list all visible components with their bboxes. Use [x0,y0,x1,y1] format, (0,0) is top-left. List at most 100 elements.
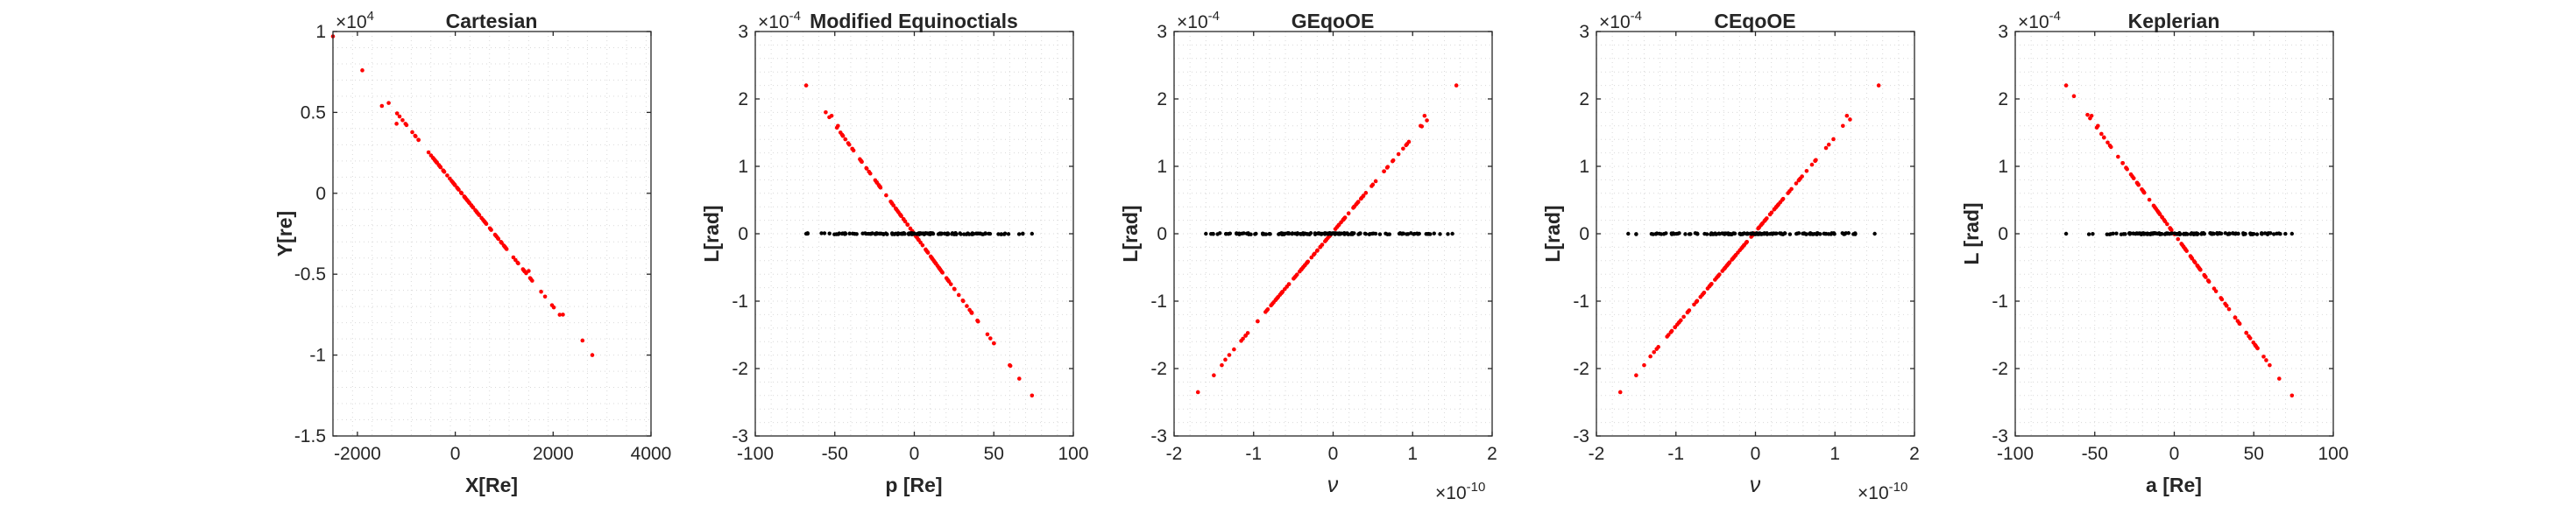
data-point [2203,274,2208,279]
plot-area: -100 -50 0 50 100 3 2 1 0 -1 -2 -3 [732,22,1088,464]
data-point [1416,232,1420,236]
data-point [1688,232,1693,236]
data-point [580,338,585,343]
y-tick-label: -2 [1573,359,1589,379]
y-tick-label: 2 [1579,89,1589,109]
data-point [2099,131,2104,137]
data-point [2224,303,2229,308]
data-point [542,294,548,299]
data-point [1234,231,1239,235]
data-point [822,231,827,235]
data-point [918,231,923,235]
axes-frame [332,31,652,437]
y-axis-label: L[rad] [700,205,723,262]
data-point [1409,231,1413,235]
data-point [1242,231,1246,235]
data-point [2182,244,2186,249]
data-point [1722,267,1726,271]
data-point [426,150,431,155]
data-point [2265,231,2269,235]
y-tick-label: -1 [732,292,748,312]
data-series [803,83,1035,398]
data-point [496,236,501,242]
data-point [1730,257,1734,262]
x-tick-label: -50 [2082,444,2108,464]
data-point [2276,376,2282,381]
y-tick-label: 3 [1579,22,1589,42]
data-point [1016,376,1022,381]
data-point [945,232,949,236]
data-point [1290,231,1294,236]
data-point [2233,231,2238,236]
data-point [441,168,446,173]
data-point [897,212,902,217]
data-point [1333,231,1338,235]
data-point [1733,253,1737,258]
x-axis-label: X[Re] [465,474,518,496]
x-axis-label: p [Re] [885,474,942,496]
data-point [912,231,916,235]
y-tick-label: -1 [1992,292,2008,312]
x-axis-label: a [Re] [2146,474,2202,496]
data-point [2071,94,2077,99]
data-point [803,231,809,236]
y-tick-label: -2 [732,359,748,379]
data-point [2121,232,2126,236]
data-point [527,276,533,280]
data-point [445,173,449,178]
data-series [1617,83,1881,395]
y-tick-label: 2 [738,89,748,109]
y-tick-label: 1 [315,22,326,42]
data-point [863,231,867,235]
data-point [2244,331,2249,335]
data-point [874,180,880,185]
x-tick-label: -100 [1997,444,2034,464]
data-point [1286,282,1292,287]
data-point [2169,231,2174,235]
data-point [1653,231,1659,236]
data-point [477,212,481,217]
data-point [459,191,464,196]
y-exponent-power: -4 [2049,9,2061,24]
data-point [1656,345,1660,349]
data-point [1212,373,1216,378]
data-point [1765,216,1769,221]
data-point [394,122,399,126]
data-point [1756,226,1760,231]
data-point [1006,232,1011,236]
data-point [1454,83,1459,88]
data-point [2105,140,2110,145]
data-point [1677,231,1681,235]
data-point [2254,344,2259,348]
y-tick-label: 0 [1579,224,1589,244]
x-tick-label: -1 [1245,444,1262,464]
data-point [2120,161,2125,165]
y-tick-label: -1 [1573,292,1589,312]
data-point [1730,232,1734,236]
data-point [1336,231,1341,236]
data-point [2091,232,2095,236]
data-point [902,231,906,235]
y-tick-label: -1 [309,346,326,366]
data-point [2085,112,2090,117]
data-point [1021,231,1025,236]
x-tick-label: 100 [2318,444,2348,464]
x-axis-label: ν [1750,473,1761,497]
chart-title: CEqoOE [1714,10,1795,32]
data-point [1352,231,1356,235]
data-point [462,194,467,199]
data-point [853,231,857,236]
data-point [1305,260,1310,264]
data-point [1787,232,1793,236]
data-point [2194,231,2199,236]
data-point [522,269,527,274]
data-point [2107,143,2112,148]
data-point [1237,231,1242,235]
data-point [1346,211,1351,216]
data-point [2218,231,2222,235]
data-point [2200,231,2204,236]
data-point [1354,202,1358,207]
data-point [1815,232,1819,236]
